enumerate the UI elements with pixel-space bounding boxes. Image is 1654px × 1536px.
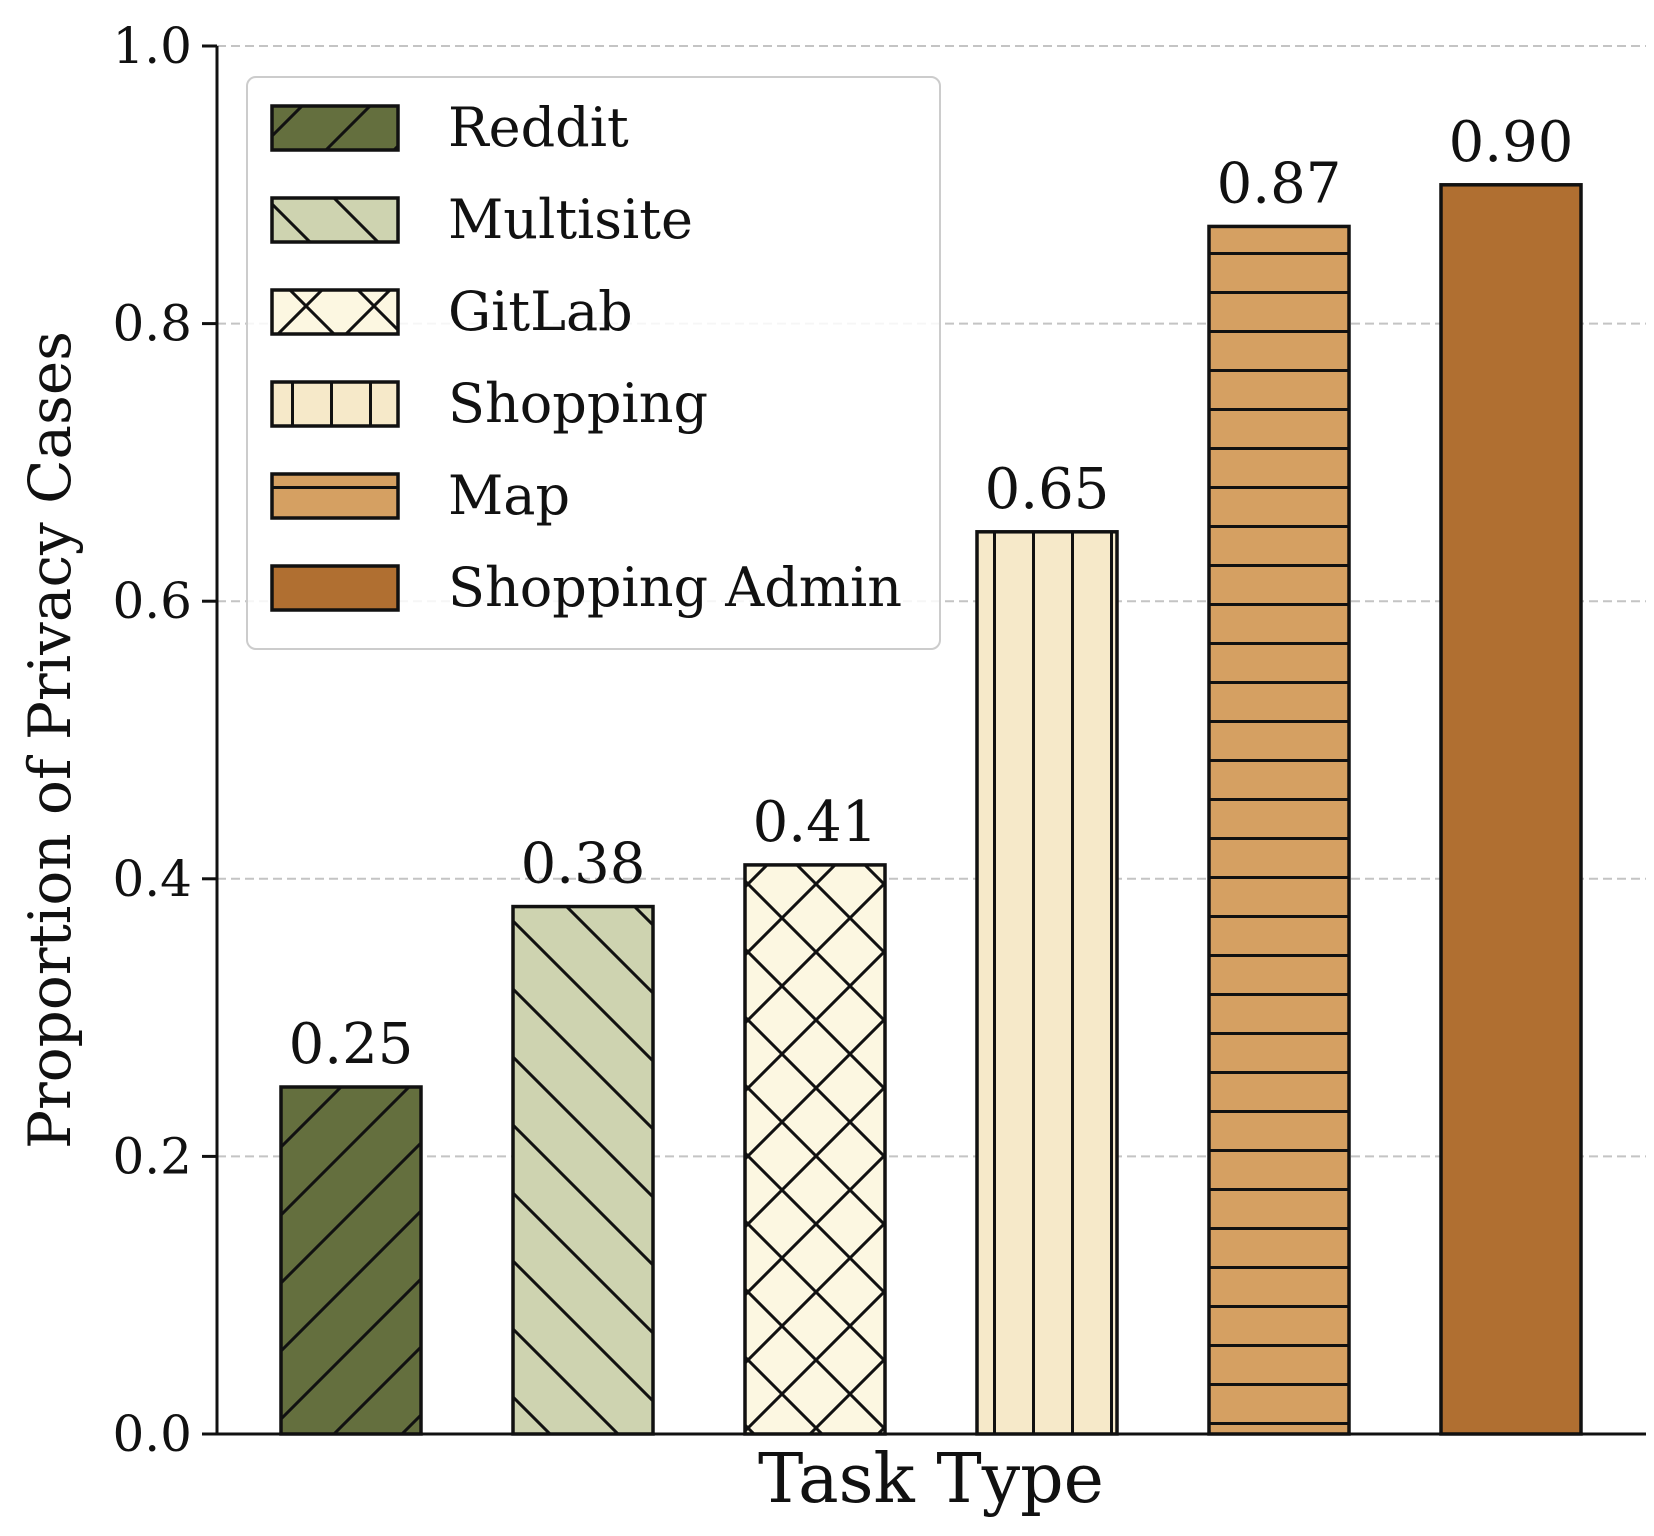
- legend-swatch-outline-shopping-admin: [270, 564, 400, 612]
- legend-swatch-shopping-admin: [272, 566, 398, 610]
- bar-shopping-admin: [1441, 184, 1581, 1434]
- legend: Reddit Multisite GitLab Shopping Map Shopping…: [246, 76, 941, 650]
- legend-swatch-outline-multisite: [270, 196, 400, 244]
- legend-swatch-outline-map: [270, 472, 400, 520]
- y-tick-label: 0.2: [112, 1127, 192, 1185]
- legend-entries: Reddit Multisite GitLab Shopping Map Shopping…: [270, 96, 902, 619]
- bar-hatch-map: [1209, 226, 1349, 1435]
- bar-hatch-gitlab: [745, 864, 885, 1434]
- legend-swatch-hatch-shopping: [272, 382, 398, 426]
- y-tick-label: 0.6: [112, 572, 192, 630]
- data-label-reddit: 0.25: [289, 1012, 414, 1077]
- data-label-map: 0.87: [1217, 151, 1342, 216]
- y-tick-label: 0.4: [112, 850, 192, 908]
- data-label-shopping-admin: 0.90: [1449, 110, 1574, 175]
- bars: [279, 183, 1583, 1436]
- legend-label-map: Map: [448, 464, 570, 527]
- legend-label-gitlab: GitLab: [448, 280, 633, 343]
- legend-swatch-hatch-reddit: [272, 106, 398, 150]
- y-tick-label: 0.0: [112, 1405, 192, 1463]
- data-label-multisite: 0.38: [521, 832, 646, 897]
- legend-label-shopping: Shopping: [448, 372, 708, 435]
- x-axis-title: Task Type: [758, 1440, 1104, 1519]
- bar-hatch-shopping: [977, 531, 1117, 1434]
- legend-swatch-hatch-map: [272, 474, 398, 518]
- y-tick-label: 1.0: [112, 17, 192, 75]
- legend-swatch-outline-shopping: [270, 380, 400, 428]
- data-labels: 0.25 0.38 0.41 0.65 0.87 0.90: [289, 110, 1574, 1077]
- legend-swatch-outline-gitlab: [270, 288, 400, 336]
- y-tick-label: 0.8: [112, 295, 192, 353]
- y-axis-title: Proportion of Privacy Cases: [16, 331, 84, 1149]
- legend-swatch-hatch-gitlab: [272, 290, 398, 334]
- legend-label-multisite: Multisite: [448, 188, 693, 251]
- bar-hatch-multisite: [513, 906, 653, 1434]
- legend-swatch-hatch-multisite: [272, 198, 398, 242]
- legend-label-reddit: Reddit: [448, 96, 629, 159]
- y-ticks: 0.0 0.2 0.4 0.6 0.8 1.0: [112, 17, 217, 1463]
- legend-frame: [246, 76, 941, 650]
- data-label-gitlab: 0.41: [753, 790, 878, 855]
- bar-hatch-reddit: [281, 1087, 421, 1434]
- legend-swatch-outline-reddit: [270, 104, 400, 152]
- data-label-shopping: 0.65: [985, 457, 1110, 522]
- axes: [215, 46, 1646, 1436]
- legend-label-shopping-admin: Shopping Admin: [448, 556, 902, 619]
